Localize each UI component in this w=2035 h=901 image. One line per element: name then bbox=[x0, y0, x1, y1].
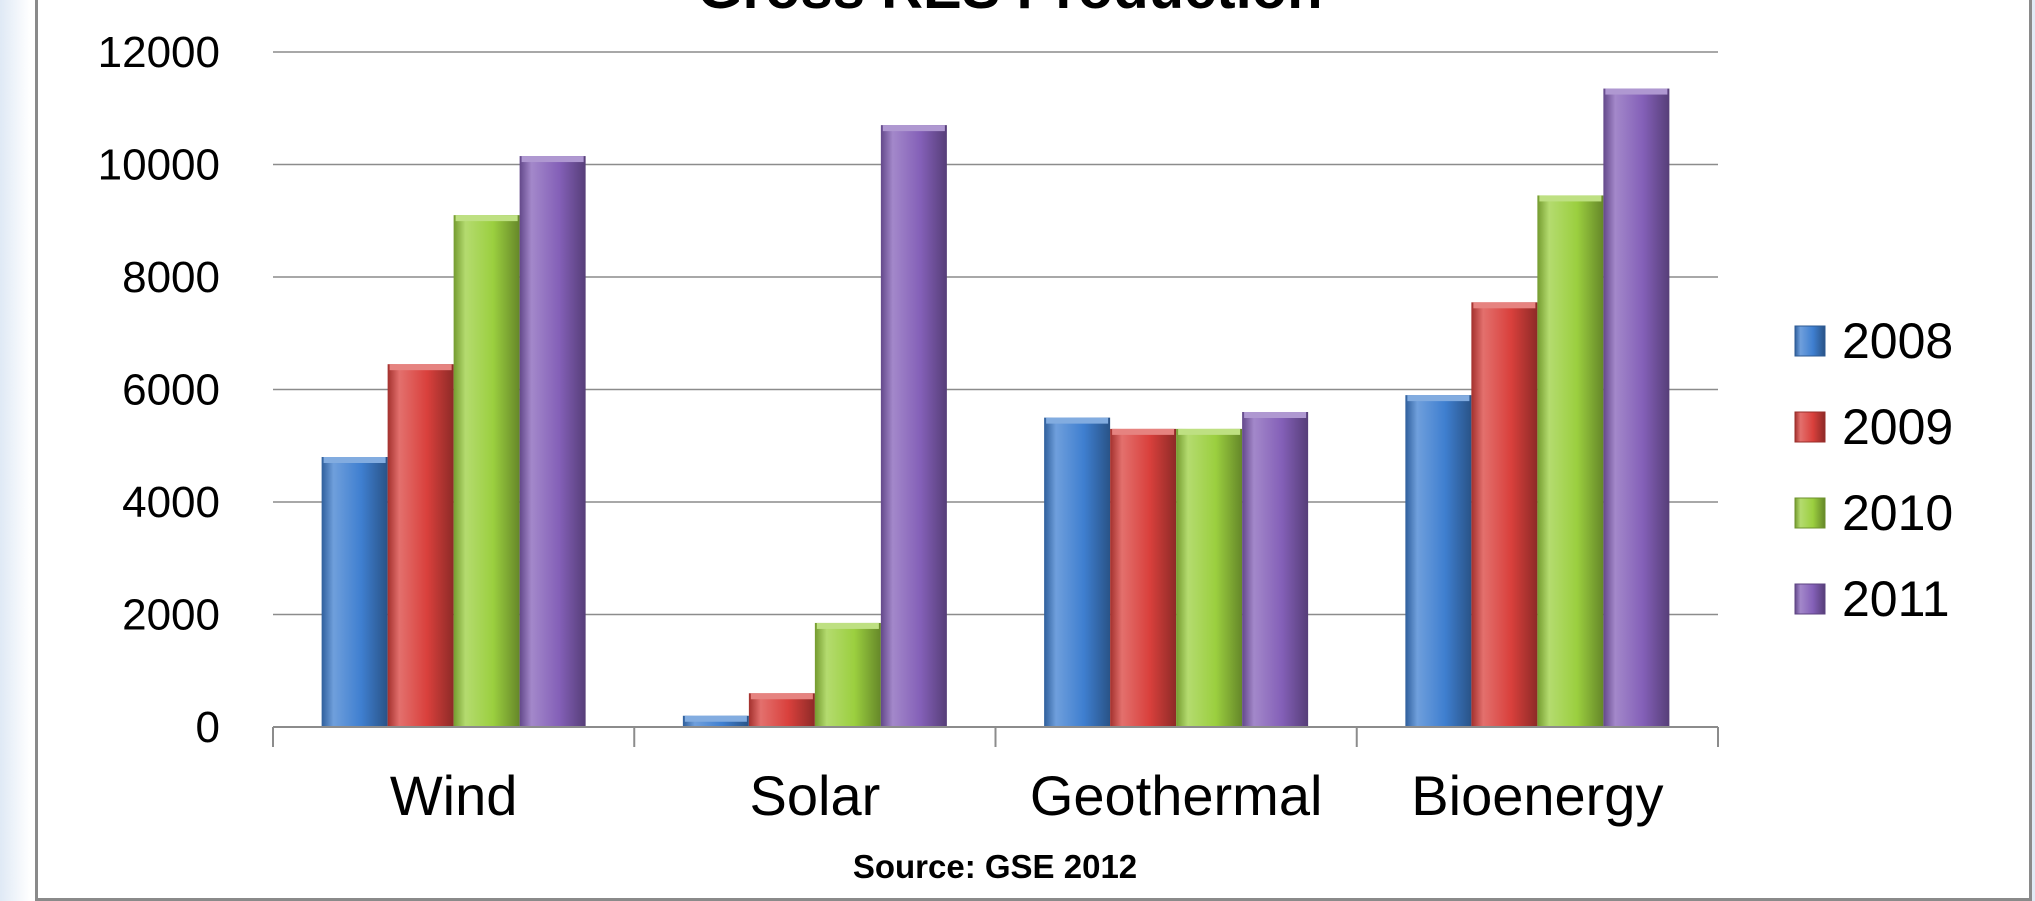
legend-swatch bbox=[1795, 498, 1825, 528]
bar-top-highlight bbox=[1539, 195, 1601, 201]
bar-geothermal-2010 bbox=[1176, 429, 1242, 727]
bar-bioenergy-2010 bbox=[1537, 195, 1603, 727]
bar-bioenergy-2008 bbox=[1405, 395, 1471, 727]
bar-geothermal-2008 bbox=[1044, 418, 1110, 727]
bar-solar-2011 bbox=[881, 125, 947, 727]
x-axis: Wind Solar Geothermal Bioenergy bbox=[273, 727, 1718, 827]
bar-top-highlight bbox=[1112, 429, 1174, 435]
y-tick-label: 0 bbox=[196, 703, 220, 752]
bar-top-highlight bbox=[751, 693, 813, 699]
y-tick-label: 12000 bbox=[98, 28, 220, 77]
bar-top-highlight bbox=[522, 156, 584, 162]
legend-label: 2011 bbox=[1842, 571, 1950, 627]
bar-top-highlight bbox=[1244, 412, 1306, 418]
bar-solar-2010 bbox=[815, 623, 881, 727]
bar-top-highlight bbox=[390, 364, 452, 370]
legend-label: 2009 bbox=[1842, 399, 1953, 455]
bar-geothermal-2009 bbox=[1110, 429, 1176, 727]
x-category-label: Geothermal bbox=[1030, 764, 1323, 827]
legend-swatch bbox=[1795, 412, 1825, 442]
y-tick-label: 2000 bbox=[122, 591, 220, 640]
legend-swatch bbox=[1795, 326, 1825, 356]
y-tick-label: 6000 bbox=[122, 366, 220, 415]
y-tick-label: 4000 bbox=[122, 478, 220, 527]
bar-top-highlight bbox=[324, 457, 386, 463]
x-category-label: Solar bbox=[750, 764, 881, 827]
legend: 2008 2009 2010 2011 bbox=[1795, 313, 1953, 627]
bar-wind-2011 bbox=[520, 156, 586, 727]
legend-label: 2008 bbox=[1842, 313, 1953, 369]
bar-wind-2009 bbox=[388, 364, 454, 727]
bar-wind-2008 bbox=[322, 457, 388, 727]
legend-swatch bbox=[1795, 584, 1825, 614]
legend-label: 2010 bbox=[1842, 485, 1953, 541]
bar-top-highlight bbox=[1605, 89, 1667, 95]
y-tick-label: 8000 bbox=[122, 253, 220, 302]
bar-top-highlight bbox=[1046, 418, 1108, 424]
bar-top-highlight bbox=[1407, 395, 1469, 401]
bar-geothermal-2011 bbox=[1242, 412, 1308, 727]
source-note: Source: GSE 2012 bbox=[853, 848, 1137, 885]
bar-bioenergy-2009 bbox=[1471, 302, 1537, 727]
bar-top-highlight bbox=[817, 623, 879, 629]
x-category-label: Wind bbox=[390, 764, 518, 827]
bar-top-highlight bbox=[456, 215, 518, 221]
bar-top-highlight bbox=[1178, 429, 1240, 435]
bar-top-highlight bbox=[685, 716, 747, 722]
bar-wind-2010 bbox=[454, 215, 520, 727]
bar-bioenergy-2011 bbox=[1603, 89, 1669, 727]
y-tick-label: 10000 bbox=[98, 141, 220, 190]
bars bbox=[322, 89, 1670, 727]
y-axis-ticks: 0 2000 4000 6000 8000 10000 12000 bbox=[98, 28, 220, 752]
chart-title: Gross RES Production bbox=[697, 0, 1322, 21]
bar-top-highlight bbox=[883, 125, 945, 131]
bar-top-highlight bbox=[1473, 302, 1535, 308]
x-category-label: Bioenergy bbox=[1411, 764, 1663, 827]
